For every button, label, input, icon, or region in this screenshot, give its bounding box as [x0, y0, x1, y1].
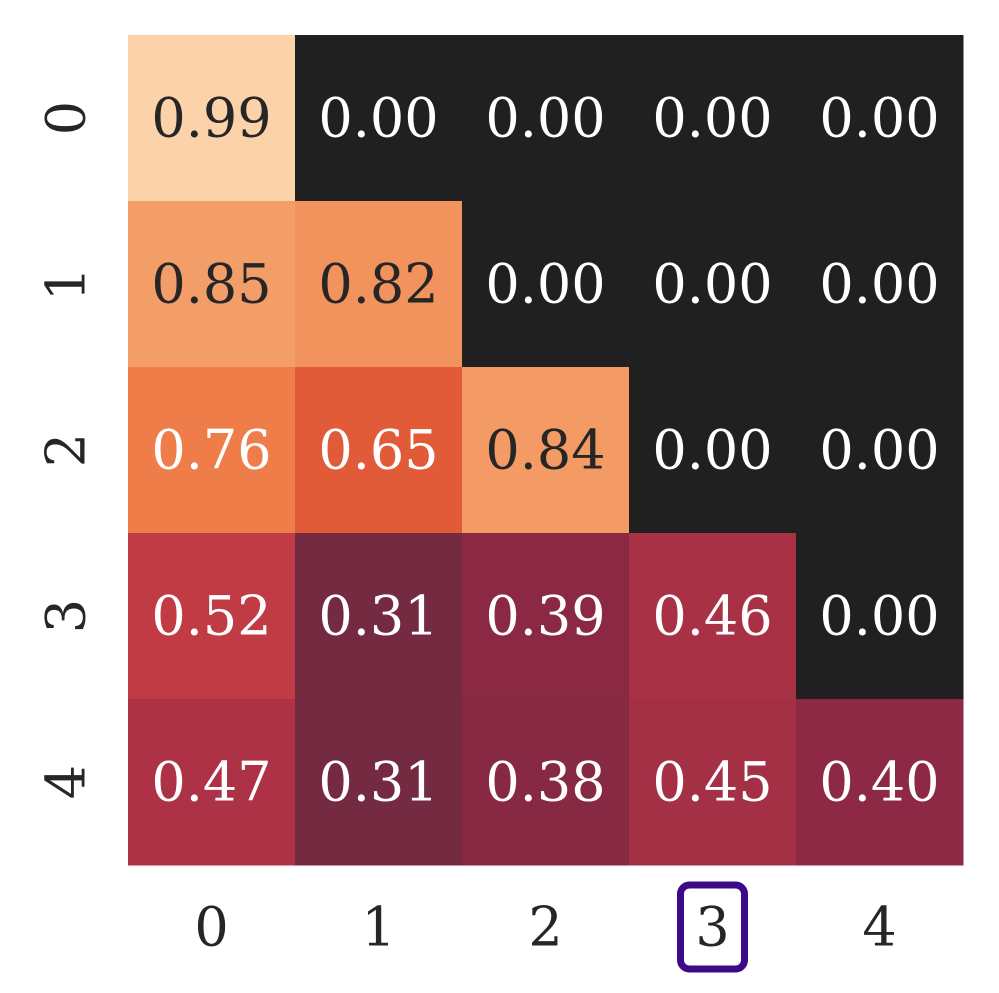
cell-value-label-4-3: 0.45 [652, 751, 772, 814]
cell-value-label-4-2: 0.38 [485, 751, 605, 814]
cell-value-label-1-4: 0.00 [819, 253, 939, 316]
y-tick-label-3: 3 [35, 599, 98, 633]
y-tick-label-4: 4 [35, 765, 98, 799]
cell-value-label-3-1: 0.31 [318, 585, 438, 648]
heatmap-cell-1-0 [128, 201, 296, 368]
cell-value-label-2-2: 0.84 [485, 419, 605, 482]
heatmap-cell-3-4 [796, 533, 964, 700]
x-tick-label-0: 0 [194, 896, 228, 959]
cell-value-label-2-0: 0.76 [151, 419, 271, 482]
cell-value-label-1-2: 0.00 [485, 253, 605, 316]
heatmap-cell-1-3 [629, 201, 797, 368]
heatmap-cell-4-2 [462, 699, 630, 866]
heatmap-cell-1-2 [462, 201, 630, 368]
y-tick-label-1: 1 [35, 267, 98, 301]
cell-value-label-1-0: 0.85 [151, 253, 271, 316]
x-axis-ticks: 0 1 2 3 4 [194, 881, 897, 973]
heatmap-cell-4-4 [796, 699, 964, 866]
cell-value-label-1-3: 0.00 [652, 253, 772, 316]
cell-value-label-3-4: 0.00 [819, 585, 939, 648]
heatmap-cell-4-3 [629, 699, 797, 866]
heatmap-cells: 0.99 0.00 0.00 0.00 0.00 0.85 0.82 0.00 0.00 0.00… [128, 35, 964, 866]
heatmap-cell-0-4 [796, 35, 964, 202]
heatmap-cell-3-0 [128, 533, 296, 700]
x-tick-label-4: 4 [862, 896, 896, 959]
heatmap-cell-2-1 [295, 367, 463, 534]
heatmap-cell-1-1 [295, 201, 463, 368]
cell-value-label-3-0: 0.52 [151, 585, 271, 648]
heatmap-cell-0-1 [295, 35, 463, 202]
cell-value-label-0-2: 0.00 [485, 87, 605, 150]
heatmap-cell-1-4 [796, 201, 964, 368]
cell-value-label-1-1: 0.82 [318, 253, 438, 316]
cell-value-label-3-2: 0.39 [485, 585, 605, 648]
heatmap-cell-0-3 [629, 35, 797, 202]
heatmap-cell-4-0 [128, 699, 296, 866]
cell-value-label-4-4: 0.40 [819, 751, 939, 814]
cell-value-label-3-3: 0.46 [652, 585, 772, 648]
heatmap-cell-3-2 [462, 533, 630, 700]
heatmap-cell-2-3 [629, 367, 797, 534]
heatmap-cell-4-1 [295, 699, 463, 866]
cell-value-label-2-3: 0.00 [652, 419, 772, 482]
x-tick-highlight-box [677, 881, 748, 973]
heatmap-cell-2-0 [128, 367, 296, 534]
cell-value-label-4-1: 0.31 [318, 751, 438, 814]
cell-value-label-0-0: 0.99 [151, 87, 271, 150]
x-tick-label-2: 2 [528, 896, 562, 959]
cell-value-label-2-1: 0.65 [318, 419, 438, 482]
y-tick-label-0: 0 [35, 101, 98, 135]
y-axis-ticks: 0 1 2 3 4 [35, 101, 98, 799]
x-tick-label-3: 3 [695, 896, 729, 959]
heatmap-cell-3-1 [295, 533, 463, 700]
heatmap-cell-0-2 [462, 35, 630, 202]
cell-value-label-4-0: 0.47 [151, 751, 271, 814]
heatmap-cell-2-4 [796, 367, 964, 534]
cell-value-label-2-4: 0.00 [819, 419, 939, 482]
heatmap-cell-3-3 [629, 533, 797, 700]
heatmap-cell-0-0 [128, 35, 296, 202]
y-tick-label-2: 2 [35, 433, 98, 467]
heatmap-cell-2-2 [462, 367, 630, 534]
cell-value-label-0-4: 0.00 [819, 87, 939, 150]
cell-value-label-0-3: 0.00 [652, 87, 772, 150]
x-tick-label-1: 1 [361, 896, 395, 959]
cell-value-label-0-1: 0.00 [318, 87, 438, 150]
